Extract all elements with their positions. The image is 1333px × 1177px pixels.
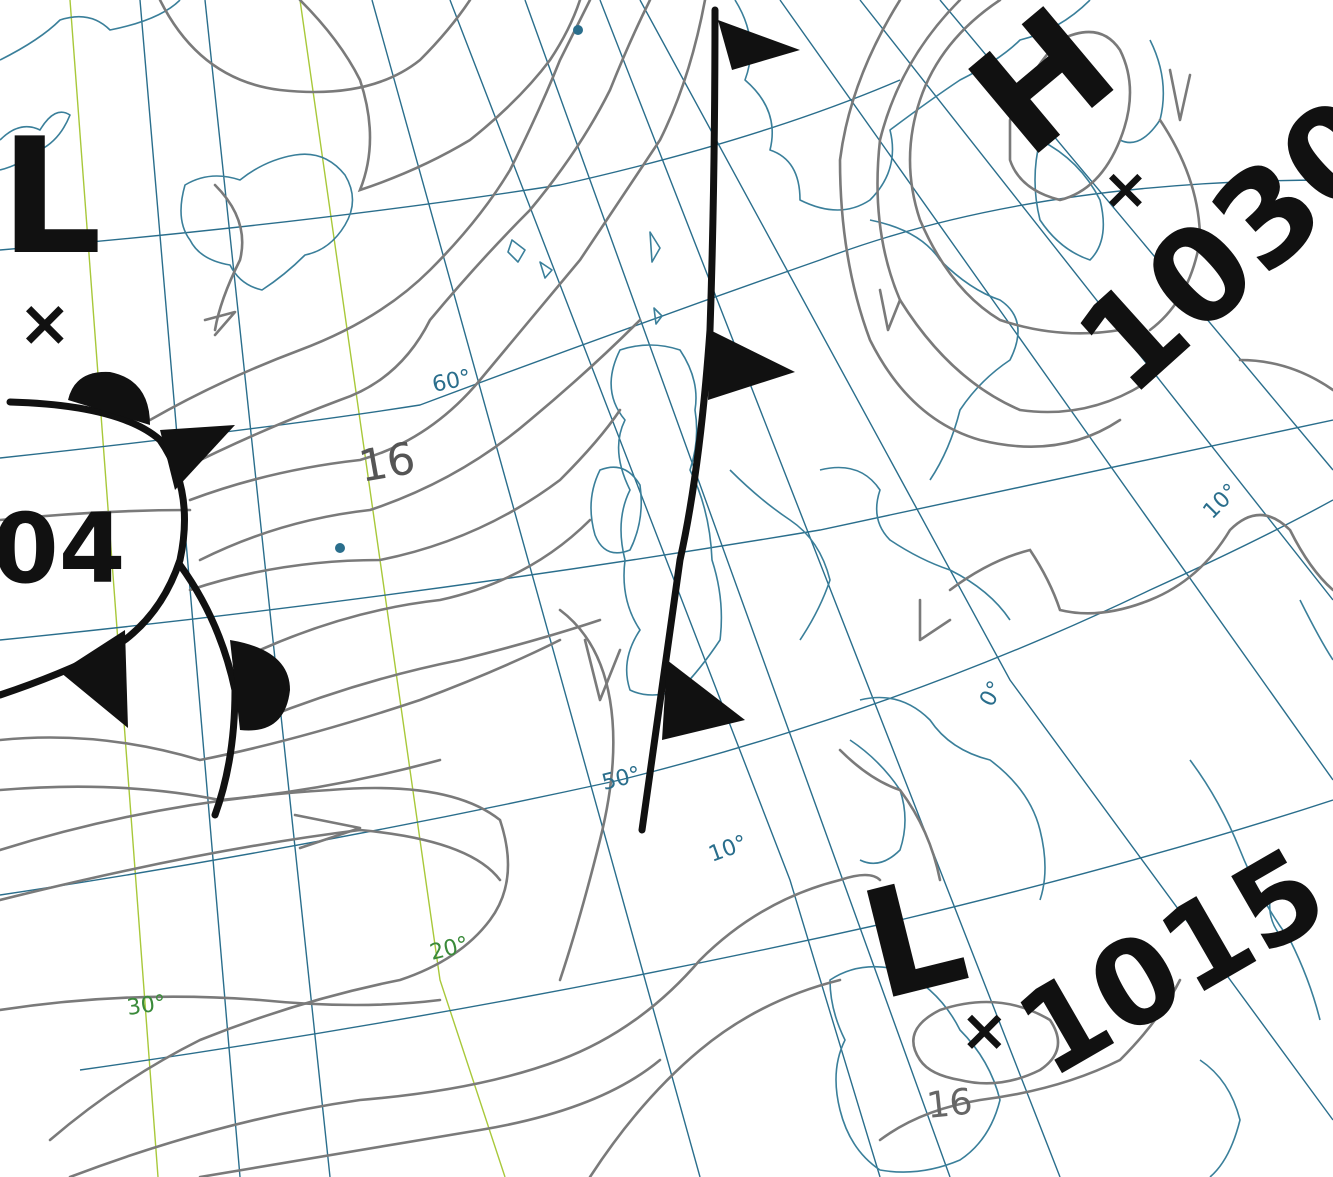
wind-arrows [203,68,1192,850]
longitude-label-30: 30° [125,991,167,1021]
longitude-label-0: 0° [975,677,1009,711]
cold-front-triangle [160,425,235,490]
low-pressure-letter: L [0,103,102,290]
longitude-label-10-east: 10° [1199,479,1244,524]
station-dot [573,25,583,35]
isobar-label: 16 [355,433,419,493]
occluded-front [176,561,239,819]
wind-arrow-icon [293,813,362,850]
wind-arrow-icon [203,310,237,337]
isobar-label: 16 [925,1081,975,1127]
wind-arrow-icon [1168,68,1192,122]
cold-front-triangle [708,330,795,400]
warm-front-semicircle [68,371,150,425]
latitude-label-50: 50° [599,762,643,796]
longitude-lines [69,0,1333,1177]
station-dot [335,543,345,553]
wind-arrow-icon [583,638,622,702]
longitude-label-10-west: 10° [706,831,751,868]
wind-arrow-icon [918,598,952,642]
high-center-marker: × [1102,157,1149,222]
cold-front-triangle [662,660,745,740]
cold-front [638,6,719,834]
low-center-marker: × [960,996,1009,1064]
cold-front-triangle [60,630,128,728]
low-pressure-value: 04 [0,493,126,605]
warm-front-semicircle [230,640,290,731]
fronts [0,6,800,834]
cold-front-triangle [718,20,800,70]
wind-arrow-icon [878,288,902,332]
low-center-marker: × [18,287,72,361]
